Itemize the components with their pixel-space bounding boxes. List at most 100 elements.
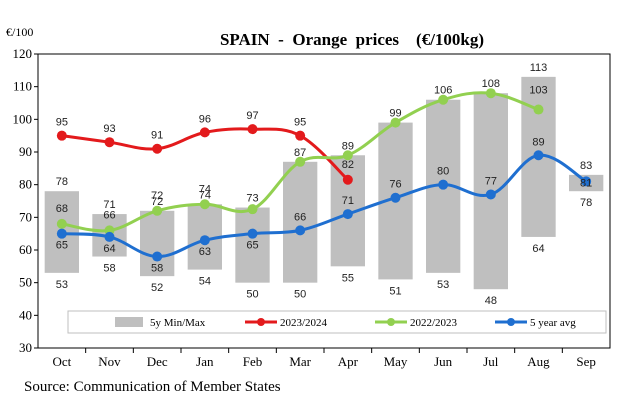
- y-tick-label: 60: [19, 242, 32, 257]
- series-point: [342, 174, 353, 185]
- y-tick-label: 120: [13, 46, 33, 61]
- range-max-label: 87: [294, 147, 306, 159]
- series-point: [438, 94, 449, 105]
- series-point-label: 65: [246, 240, 258, 252]
- x-tick-label: Mar: [289, 354, 311, 369]
- range-min-label: 58: [103, 263, 115, 275]
- y-tick-label: 90: [19, 144, 32, 159]
- series-point-label: 77: [485, 175, 497, 187]
- range-min-label: 50: [246, 289, 258, 301]
- range-bar: [140, 210, 175, 277]
- source-note: Source: Communication of Member States: [24, 379, 281, 395]
- range-min-label: 51: [389, 285, 401, 297]
- series-point-label: 96: [199, 113, 211, 125]
- series-point: [295, 130, 306, 141]
- series-point: [104, 231, 115, 242]
- series-point: [56, 228, 67, 239]
- range-max-label: 74: [199, 189, 211, 201]
- x-tick-label: Aug: [527, 354, 550, 369]
- y-tick-label: 110: [13, 79, 32, 94]
- series-point: [295, 156, 306, 167]
- range-min-label: 53: [56, 279, 68, 291]
- series-point: [247, 204, 258, 215]
- series-point-label: 103: [529, 85, 547, 97]
- range-min-label: 53: [437, 279, 449, 291]
- range-max-label: 89: [342, 140, 354, 152]
- series-point-label: 74: [199, 183, 211, 195]
- range-min-label: 48: [485, 295, 497, 307]
- legend-swatch: [115, 317, 143, 327]
- range-max-label: 106: [434, 85, 452, 97]
- legend-label: 5y Min/Max: [150, 317, 206, 329]
- legend: 5y Min/Max 2023/2024 2022/2023 5 year avg: [67, 310, 607, 334]
- series-point-label: 66: [294, 211, 306, 223]
- series-point: [152, 143, 163, 154]
- series-point: [199, 127, 210, 138]
- series-point: [247, 124, 258, 135]
- series-point-label: 72: [151, 190, 163, 202]
- series-point: [56, 218, 67, 229]
- y-tick-label: 70: [19, 209, 32, 224]
- range-bar: [283, 161, 318, 283]
- range-max-label: 108: [482, 78, 500, 90]
- x-tick-label: Nov: [98, 354, 121, 369]
- range-min-label: 55: [342, 272, 354, 284]
- series-point: [342, 209, 353, 220]
- y-tick-label: 100: [13, 111, 33, 126]
- x-tick-label: Dec: [147, 354, 168, 369]
- range-max-label: 83: [580, 160, 592, 172]
- series-point: [485, 88, 496, 99]
- series-point-label: 93: [103, 123, 115, 135]
- series-point: [485, 189, 496, 200]
- series-point: [390, 117, 401, 128]
- range-max-label: 71: [103, 199, 115, 211]
- x-tick-label: Feb: [243, 354, 263, 369]
- x-tick-label: Apr: [338, 354, 359, 369]
- series-point-label: 97: [246, 110, 258, 122]
- chart-title: SPAIN - Orange prices (€/100kg): [220, 30, 484, 49]
- series-point: [390, 192, 401, 203]
- range-min-label: 64: [532, 243, 544, 255]
- series-point: [247, 228, 258, 239]
- y-tick-label: 80: [19, 177, 32, 192]
- range-max-label: 78: [56, 176, 68, 188]
- series-point: [581, 176, 592, 187]
- series-point: [533, 150, 544, 161]
- series-point-label: 95: [294, 117, 306, 129]
- range-min-label: 54: [199, 276, 211, 288]
- series-point: [199, 235, 210, 246]
- series-point-label: 89: [532, 136, 544, 148]
- series-point-label: 91: [151, 130, 163, 142]
- range-min-label: 78: [580, 197, 592, 209]
- range-min-label: 50: [294, 289, 306, 301]
- x-tick-label: Jul: [483, 354, 499, 369]
- range-max-label: 72: [151, 196, 163, 208]
- series-point: [152, 205, 163, 216]
- series-point-label: 80: [437, 166, 449, 178]
- series-point-label: 66: [103, 209, 115, 221]
- series-point: [438, 179, 449, 190]
- series-point: [104, 137, 115, 148]
- x-tick-label: Jun: [434, 354, 453, 369]
- y-tick-label: 50: [19, 275, 32, 290]
- series-point: [533, 104, 544, 115]
- x-tick-label: Jan: [196, 354, 214, 369]
- y-tick-label: 40: [19, 307, 32, 322]
- y-unit-label: €/100: [6, 25, 33, 39]
- legend-marker: [387, 318, 395, 326]
- x-tick-label: Sep: [576, 354, 596, 369]
- legend-label: 2023/2024: [280, 317, 328, 329]
- series-point-label: 65: [56, 240, 68, 252]
- series-point-label: 64: [103, 243, 115, 255]
- x-tick-label: May: [384, 354, 408, 369]
- series-point-label: 95: [56, 117, 68, 129]
- series-point-label: 81: [580, 177, 592, 189]
- series-point: [56, 130, 67, 141]
- legend-marker: [257, 318, 265, 326]
- series-point-label: 58: [151, 263, 163, 275]
- legend-box: [67, 310, 607, 334]
- legend-label: 2022/2023: [410, 317, 458, 329]
- range-min-label: 52: [151, 282, 163, 294]
- series-point-label: 71: [342, 195, 354, 207]
